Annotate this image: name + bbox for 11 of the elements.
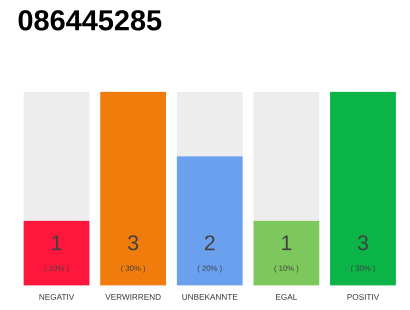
- annotation: 1: [52, 236, 62, 250]
- x-tick-label: VERWIRREND: [105, 294, 161, 300]
- chart-title: 086445285: [18, 10, 162, 31]
- x-tick-label: NEGATIV: [40, 294, 74, 300]
- x-tick-label: UNBEKANNTE: [182, 294, 238, 300]
- x-tick-label: POSITIV: [347, 294, 380, 300]
- annotation: 2: [204, 236, 215, 250]
- x-tick-label: EGAL: [276, 294, 298, 300]
- annotation: 3: [128, 236, 138, 251]
- annotation: 3: [358, 236, 368, 251]
- annotation: 1: [282, 236, 292, 250]
